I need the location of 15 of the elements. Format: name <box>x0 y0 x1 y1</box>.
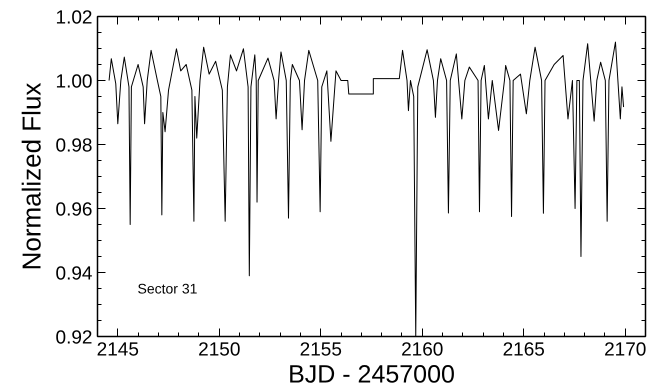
y-tick-label: 0.98 <box>56 136 93 156</box>
y-tick-label: 0.96 <box>56 200 93 220</box>
x-tick-label: 2160 <box>401 340 444 360</box>
x-tick-label: 2170 <box>604 340 646 360</box>
y-tick-label: 0.94 <box>56 264 93 284</box>
y-tick-label: 0.92 <box>56 328 93 348</box>
x-tick-label: 2165 <box>502 340 545 360</box>
x-axis-title: BJD - 2457000 <box>288 360 455 388</box>
y-axis-title: Normalized Flux <box>16 82 47 270</box>
x-tick-label: 2150 <box>198 340 240 360</box>
x-tick-label: 2145 <box>96 340 139 360</box>
y-tick-label: 1.00 <box>56 72 93 92</box>
x-tick-label: 2155 <box>300 340 342 360</box>
annotation: Sector 31 <box>138 280 198 296</box>
y-tick-label: 1.02 <box>56 8 93 28</box>
